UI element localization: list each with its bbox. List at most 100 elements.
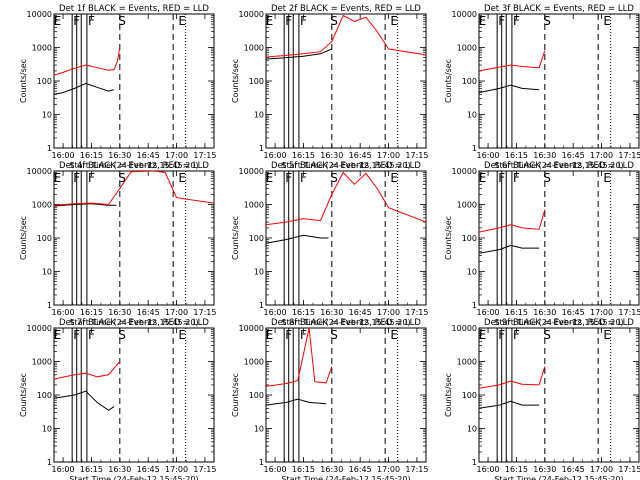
segment-marker-label: F bbox=[300, 14, 307, 28]
series-line-events bbox=[266, 48, 332, 60]
series-line-lld bbox=[479, 366, 546, 389]
y-tick-label: 10 bbox=[467, 425, 477, 434]
x-tick-label: 16:45 bbox=[349, 465, 372, 474]
segment-marker-label: F bbox=[73, 14, 80, 28]
plot-title: Det 8f BLACK = Events, RED = LLD bbox=[271, 318, 421, 328]
x-tick-label: 16:30 bbox=[320, 465, 343, 474]
segment-marker-label: E bbox=[178, 171, 186, 185]
y-tick-label: 10000 bbox=[27, 167, 52, 176]
series-line-events bbox=[479, 244, 540, 254]
segment-marker-label: S bbox=[118, 14, 126, 28]
x-tick-label: 17:15 bbox=[405, 465, 428, 474]
x-tick-label: 16:00 bbox=[52, 151, 75, 160]
x-axis-label: Start Time (24-Feb-12 15:45:20) bbox=[494, 161, 623, 170]
segment-marker-label: F bbox=[88, 14, 95, 28]
plot-frame bbox=[265, 327, 427, 463]
y-tick-label: 1 bbox=[47, 144, 52, 153]
y-tick-label: 10000 bbox=[239, 167, 264, 176]
plot-frame bbox=[478, 327, 640, 463]
x-tick-label: 16:45 bbox=[562, 308, 585, 317]
series-line-events bbox=[266, 234, 329, 244]
y-tick-label: 10 bbox=[254, 111, 264, 120]
plot-title: Det 3f BLACK = Events, RED = LLD bbox=[484, 4, 634, 14]
x-axis-label: Start Time (24-Feb-12 15:45:20) bbox=[69, 318, 198, 327]
series-line-lld bbox=[54, 47, 121, 76]
segment-marker-label: S bbox=[118, 328, 126, 342]
plot-frame bbox=[53, 13, 215, 149]
segment-marker-label: E bbox=[603, 171, 611, 185]
segment-marker-label: F bbox=[88, 328, 95, 342]
y-tick-label: 1 bbox=[259, 458, 264, 467]
y-tick-label: 10 bbox=[42, 111, 52, 120]
x-tick-label: 17:00 bbox=[165, 151, 188, 160]
y-tick-label: 10 bbox=[467, 111, 477, 120]
series-line-events bbox=[54, 390, 115, 411]
x-tick-label: 16:45 bbox=[137, 308, 160, 317]
y-tick-label: 10000 bbox=[27, 10, 52, 19]
plot-frame bbox=[53, 327, 215, 463]
plot-title: Det 6f BLACK = Events, RED = LLD bbox=[484, 161, 634, 171]
x-tick-label: 16:00 bbox=[477, 465, 500, 474]
segment-marker-label: S bbox=[543, 14, 551, 28]
plot-frame bbox=[53, 170, 215, 306]
x-tick-label: 17:15 bbox=[193, 151, 216, 160]
segment-marker-label: E bbox=[54, 14, 62, 28]
plot-frame bbox=[478, 170, 640, 306]
x-tick-label: 17:00 bbox=[165, 308, 188, 317]
y-tick-label: 10000 bbox=[239, 324, 264, 333]
x-axis-label: Start Time (24-Feb-12 15:45:20) bbox=[69, 161, 198, 170]
x-tick-label: 17:15 bbox=[405, 151, 428, 160]
x-tick-label: 16:15 bbox=[505, 151, 528, 160]
plot-panel-7: Det 7f BLACK = Events, RED = LLD 1 10 100 10… bbox=[19, 318, 216, 480]
y-tick-label: 100 bbox=[462, 77, 477, 86]
plot-title: Det 5f BLACK = Events, RED = LLD bbox=[271, 161, 421, 171]
segment-marker-label: E bbox=[479, 328, 487, 342]
segment-marker-label: E bbox=[479, 14, 487, 28]
x-tick-label: 16:45 bbox=[562, 465, 585, 474]
segment-marker-label: F bbox=[498, 328, 505, 342]
x-tick-label: 16:00 bbox=[264, 465, 287, 474]
segment-marker-label: S bbox=[330, 14, 338, 28]
x-tick-label: 17:15 bbox=[618, 465, 640, 474]
y-axis-label: Counts/sec bbox=[19, 216, 28, 260]
x-tick-label: 16:30 bbox=[108, 151, 131, 160]
series-line-lld bbox=[479, 50, 546, 72]
series-line-events bbox=[54, 203, 117, 207]
series-line-lld bbox=[479, 209, 546, 233]
x-tick-label: 17:00 bbox=[377, 465, 400, 474]
y-axis-label: Counts/sec bbox=[444, 373, 453, 417]
y-tick-label: 100 bbox=[462, 234, 477, 243]
segment-marker-label: E bbox=[178, 328, 186, 342]
segment-marker-label: F bbox=[513, 14, 520, 28]
y-tick-label: 10000 bbox=[452, 10, 477, 19]
segment-marker-label: F bbox=[498, 171, 505, 185]
plot-frame bbox=[265, 170, 427, 306]
y-tick-label: 10 bbox=[42, 425, 52, 434]
y-tick-label: 1000 bbox=[32, 201, 52, 210]
y-tick-label: 100 bbox=[37, 234, 52, 243]
y-tick-label: 10 bbox=[254, 425, 264, 434]
plot-panel-9: Det 9f BLACK = Events, RED = LLD 1 10 100 10… bbox=[444, 318, 640, 480]
x-tick-label: 16:00 bbox=[264, 151, 287, 160]
plot-panel-3: Det 3f BLACK = Events, RED = LLD 1 10 100 10… bbox=[444, 4, 640, 170]
y-tick-label: 1 bbox=[472, 144, 477, 153]
segment-marker-label: S bbox=[543, 171, 551, 185]
y-tick-label: 1000 bbox=[244, 201, 264, 210]
y-tick-label: 10 bbox=[467, 268, 477, 277]
y-tick-label: 1000 bbox=[244, 358, 264, 367]
y-tick-label: 1000 bbox=[244, 44, 264, 53]
y-tick-label: 100 bbox=[37, 391, 52, 400]
plot-title: Det 9f BLACK = Events, RED = LLD bbox=[484, 318, 634, 328]
x-tick-label: 16:30 bbox=[320, 151, 343, 160]
x-tick-label: 17:00 bbox=[590, 151, 613, 160]
segment-marker-label: F bbox=[285, 328, 292, 342]
segment-marker-label: S bbox=[118, 171, 126, 185]
segment-marker-label: E bbox=[266, 328, 274, 342]
segment-marker-label: E bbox=[266, 171, 274, 185]
segment-marker-label: E bbox=[266, 14, 274, 28]
y-axis-label: Counts/sec bbox=[231, 59, 240, 103]
y-axis-label: Counts/sec bbox=[444, 59, 453, 103]
plot-frame bbox=[265, 13, 427, 149]
x-axis-label: Start Time (24-Feb-12 15:45:20) bbox=[281, 475, 410, 480]
x-axis-label: Start Time (24-Feb-12 15:45:20) bbox=[69, 475, 198, 480]
